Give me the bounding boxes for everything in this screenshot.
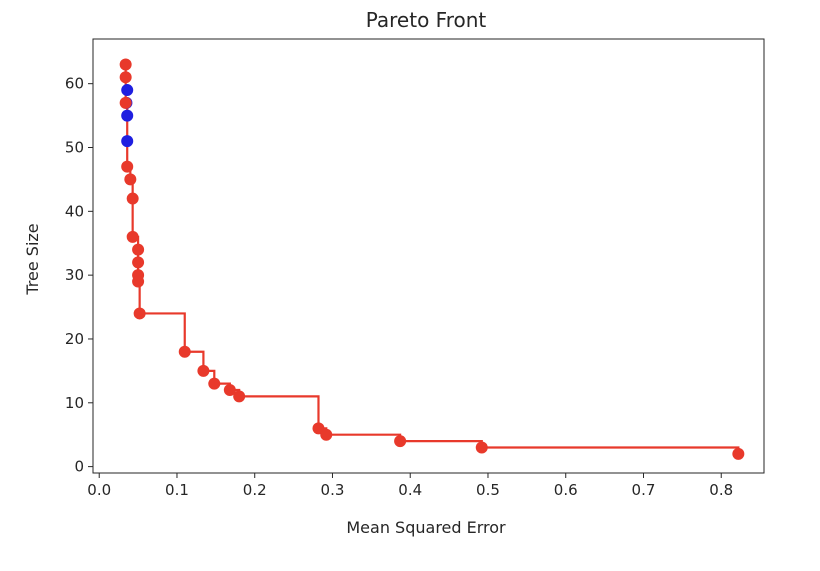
red-point [119,96,132,109]
red-point [119,58,132,71]
y-tick-label: 20 [65,330,84,348]
red-point [223,384,236,397]
x-tick-label: 0.7 [632,481,656,499]
x-tick-label: 0.3 [321,481,345,499]
red-point [233,390,246,403]
red-point [197,364,210,377]
blue-point [121,109,134,122]
y-tick-label: 50 [65,139,84,157]
x-tick-label: 0.0 [87,481,111,499]
x-tick-label: 0.8 [709,481,733,499]
red-point [133,307,146,320]
x-tick-label: 0.1 [165,481,189,499]
blue-point [121,84,134,97]
y-tick-label: 10 [65,394,84,412]
red-point [394,435,407,448]
plot-frame [92,38,765,474]
red-point [178,345,191,358]
x-axis-label: Mean Squared Error [346,518,506,537]
pareto-step-line [124,64,740,454]
plot-area: 0.0 0.1 0.2 0.3 0.4 0.5 0.6 0.7 0.8 0 10 20 30 40 50 60 [65,38,765,499]
red-point [475,441,488,454]
blue-point [121,135,134,148]
x-tick-label: 0.5 [476,481,500,499]
red-point [121,160,134,173]
y-tick-label: 0 [74,458,84,476]
red-point [119,71,132,84]
red-point [208,377,221,390]
y-tick-label: 60 [65,75,84,93]
x-tick-label: 0.2 [243,481,267,499]
x-tick-label: 0.4 [398,481,422,499]
red-point [132,275,145,288]
red-point [320,428,333,441]
red-point [126,192,139,205]
x-tick-label: 0.6 [554,481,578,499]
red-point [124,173,137,186]
y-axis-label: Tree Size [23,223,42,295]
red-point [732,447,745,460]
chart-title: Pareto Front [366,8,487,32]
red-point [132,243,145,256]
red-point [126,230,139,243]
red-point [132,256,145,269]
y-tick-label: 30 [65,266,84,284]
y-tick-label: 40 [65,202,84,220]
